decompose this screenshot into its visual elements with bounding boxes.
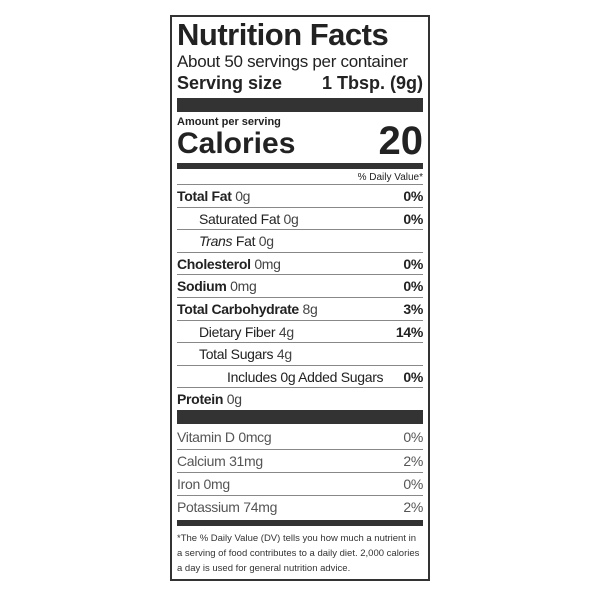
- vitamin-name: Iron: [177, 476, 200, 492]
- vitamin-name: Vitamin D: [177, 429, 235, 445]
- thick-rule: [177, 410, 423, 424]
- row: Total Carbohydrate 8g 3%: [177, 297, 423, 320]
- row: Protein 0g: [177, 387, 423, 410]
- row: Vitamin D 0mcg 0%: [177, 426, 423, 448]
- title: Nutrition Facts: [177, 17, 389, 52]
- nutrient-line: Total Fat 0g: [177, 188, 250, 204]
- nutrient-dv: 14%: [395, 323, 423, 340]
- nutrient-name: Total Fat: [177, 188, 232, 204]
- nutrient-line: Total Carbohydrate 8g: [177, 301, 318, 317]
- calories-label: Calories: [177, 127, 296, 160]
- row: Calcium 31mg 2%: [177, 449, 423, 472]
- nutrient-name: Saturated Fat: [199, 210, 280, 227]
- nutrient-line: Trans Fat 0g: [177, 233, 274, 249]
- nutrient-dv: 0%: [403, 278, 423, 295]
- vitamin-line: Vitamin D 0mcg: [177, 429, 272, 445]
- serving-size-value: 1 Tbsp. (9g): [321, 73, 423, 93]
- row: Includes 0g Added Sugars 0%: [177, 364, 423, 388]
- nutrient-name: Fat: [235, 233, 256, 250]
- vitamin-dv: 2%: [403, 453, 423, 469]
- nutrient-name: Total Carbohydrate: [177, 301, 299, 317]
- thick-rule: [177, 98, 423, 112]
- nutrient-name: Protein: [177, 391, 224, 408]
- nutrient-line: Cholesterol 0mg: [177, 256, 281, 272]
- nutrient-name-italic: Trans: [199, 233, 233, 250]
- nutrient-amount: 0mg: [230, 278, 257, 295]
- vitamin-amount: 31mg: [229, 453, 263, 469]
- vitamin-line: Iron 0mg: [177, 476, 230, 492]
- row: Trans Fat 0g: [177, 229, 423, 252]
- nutrient-dv: 0%: [403, 210, 423, 227]
- nutrient-amount: 4g: [276, 346, 292, 363]
- nutrient-line: Sodium 0mg: [177, 278, 257, 295]
- vitamin-dv: 0%: [403, 476, 423, 492]
- calories-value: 20: [378, 119, 424, 163]
- vitamin-amount: 74mg: [243, 499, 278, 515]
- amount-label: Amount per serving: [177, 116, 281, 128]
- row: Saturated Fat 0g 0%: [177, 206, 423, 230]
- nutrient-amount: 0g: [226, 391, 242, 408]
- nutrient-name: Includes 0g Added Sugars: [227, 368, 384, 385]
- row: Potassium 74mg 2%: [177, 495, 423, 518]
- nutrient-line: Total Sugars 4g: [177, 346, 292, 362]
- serving-size-label: Serving size: [177, 73, 283, 93]
- row: Total Sugars 4g: [177, 342, 423, 365]
- vitamin-line: Potassium 74mg: [177, 499, 277, 515]
- vitamin-name: Calcium: [177, 453, 226, 469]
- vitamin-amount: 0mg: [203, 476, 231, 492]
- row: Cholesterol 0mg 0%: [177, 251, 423, 275]
- nutrient-dv: 0%: [403, 255, 423, 272]
- vitamin-dv: 0%: [403, 429, 423, 445]
- servings: About 50 servings per container: [177, 52, 408, 71]
- vitamin-dv: 2%: [403, 499, 423, 515]
- nutrient-amount: 4g: [278, 323, 294, 340]
- vitamin-line: Calcium 31mg: [177, 453, 263, 469]
- nutrient-dv: 0%: [403, 368, 423, 385]
- vitamin-name: Potassium: [177, 499, 240, 515]
- nutrient-line: Protein 0g: [177, 391, 242, 407]
- nutrient-name: Dietary Fiber: [199, 323, 276, 340]
- row: Iron 0mg 0%: [177, 472, 423, 495]
- nutrient-name: Total Sugars: [199, 346, 274, 363]
- nutrient-amount: 0g: [258, 233, 274, 250]
- nutrient-dv: 3%: [403, 301, 423, 317]
- nutrient-name: Sodium: [177, 278, 227, 295]
- nutrient-line: Saturated Fat 0g: [177, 211, 299, 227]
- nutrient-amount: 0g: [283, 210, 299, 227]
- nutrient-line: Dietary Fiber 4g: [177, 324, 294, 340]
- row: Dietary Fiber 4g 14%: [177, 319, 423, 343]
- nutrient-amount: 0mg: [254, 255, 281, 272]
- nutrient-line: Includes 0g Added Sugars: [177, 368, 384, 385]
- vitamin-amount: 0mcg: [238, 429, 272, 445]
- nutrient-amount: 8g: [302, 301, 318, 317]
- nutrient-name: Cholesterol: [177, 255, 251, 272]
- medium-rule: [177, 163, 423, 169]
- nutrient-amount: 0g: [235, 188, 251, 204]
- row: Total Fat 0g 0%: [177, 184, 423, 207]
- footnote: *The % Daily Value (DV) tells you how mu…: [177, 533, 420, 574]
- nutrition-label: Nutrition Facts About 50 servings per co…: [170, 15, 430, 581]
- row: Sodium 0mg 0%: [177, 274, 423, 297]
- dv-header: % Daily Value*: [357, 172, 423, 183]
- nutrient-dv: 0%: [403, 188, 423, 204]
- medium-rule: [177, 520, 423, 526]
